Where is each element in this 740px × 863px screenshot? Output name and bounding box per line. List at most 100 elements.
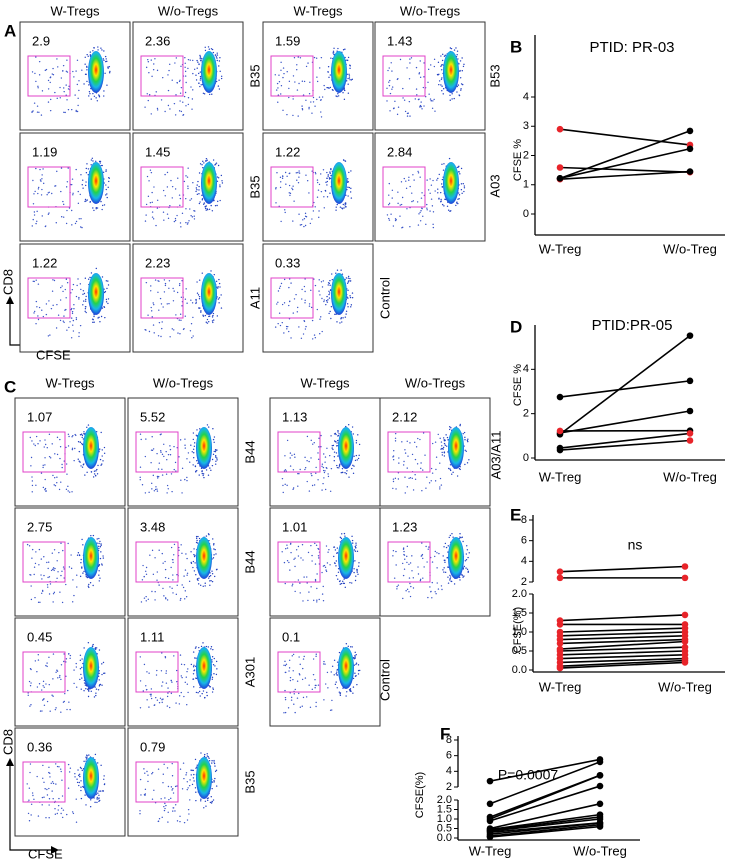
event-dot (443, 205, 445, 207)
event-dot (195, 190, 197, 193)
event-dot (356, 569, 358, 571)
event-dot (151, 201, 153, 204)
event-dot (168, 302, 170, 305)
event-dot (31, 480, 34, 482)
event-dot (160, 451, 162, 453)
event-dot (206, 318, 209, 321)
event-dot (43, 796, 45, 798)
event-dot (28, 799, 30, 801)
event-dot (50, 782, 52, 785)
event-dot (105, 188, 107, 191)
event-dot (218, 297, 221, 299)
event-dot (72, 70, 74, 73)
event-dot (345, 643, 348, 645)
event-dot (58, 797, 60, 800)
event-dot (41, 589, 44, 592)
event-dot (342, 687, 344, 689)
event-dot (293, 693, 295, 695)
event-dot (320, 445, 322, 448)
event-dot (458, 171, 460, 173)
event-dot (147, 780, 149, 783)
event-dot (468, 459, 470, 461)
event-dot (314, 284, 317, 287)
event-dot (459, 579, 461, 581)
flow-plot: 0.1 (269, 617, 381, 727)
event-dot (98, 794, 100, 796)
event-dot (292, 653, 295, 656)
event-dot (332, 50, 335, 52)
event-dot (194, 657, 196, 659)
event-dot (350, 306, 352, 308)
event-dot (337, 431, 339, 433)
event-dot (165, 450, 167, 453)
event-dot (177, 177, 179, 179)
event-dot (441, 451, 443, 454)
event-dot (98, 564, 100, 567)
event-dot (52, 601, 54, 603)
event-dot (35, 56, 37, 58)
event-dot (185, 208, 187, 210)
event-dot (299, 663, 301, 666)
event-dot (162, 189, 165, 192)
event-dot (97, 94, 100, 96)
event-dot (302, 696, 305, 699)
gate-value: 0.45 (27, 629, 52, 644)
event-dot (31, 792, 34, 794)
event-dot (99, 684, 101, 686)
event-dot (145, 203, 148, 206)
event-dot (99, 160, 102, 163)
event-dot (411, 200, 413, 203)
event-dot (152, 69, 155, 71)
event-dot (395, 488, 397, 490)
event-dot (72, 579, 74, 581)
event-dot (442, 569, 444, 571)
pair-line (489, 822, 601, 835)
event-dot (213, 543, 215, 545)
event-dot (285, 548, 287, 550)
event-dot (156, 669, 158, 672)
event-dot (53, 591, 56, 594)
event-dot (205, 535, 208, 537)
event-dot (139, 680, 142, 682)
event-dot (210, 204, 212, 207)
event-dot (86, 199, 88, 201)
event-dot (63, 577, 65, 579)
event-dot (337, 430, 339, 432)
data-point (686, 430, 694, 437)
event-dot (42, 315, 45, 318)
event-dot (326, 447, 328, 449)
event-dot (203, 162, 205, 164)
event-dot (143, 768, 145, 770)
event-dot (416, 201, 419, 203)
event-dot (95, 208, 97, 210)
event-dot (46, 662, 48, 664)
event-dot (104, 55, 107, 58)
event-dot (304, 302, 306, 304)
event-dot (440, 585, 443, 587)
event-dot (151, 488, 153, 490)
event-dot (80, 218, 82, 220)
event-dot (100, 200, 102, 203)
event-dot (170, 786, 173, 788)
event-dot (86, 576, 89, 579)
event-dot (324, 566, 327, 569)
event-dot (29, 436, 32, 439)
event-dot (150, 695, 152, 697)
event-dot (441, 185, 444, 188)
event-dot (317, 452, 319, 454)
event-dot (439, 486, 441, 488)
event-dot (61, 795, 64, 797)
event-dot (71, 224, 73, 226)
event-dot (185, 676, 187, 678)
data-point (556, 640, 564, 647)
event-dot (437, 177, 439, 180)
event-dot (277, 94, 280, 96)
event-dot (311, 112, 313, 114)
event-dot (405, 590, 407, 592)
event-dot (139, 707, 142, 709)
event-dot (453, 49, 456, 51)
event-dot (140, 794, 142, 796)
event-dot (176, 820, 179, 822)
event-dot (314, 206, 316, 208)
event-dot (349, 688, 352, 690)
